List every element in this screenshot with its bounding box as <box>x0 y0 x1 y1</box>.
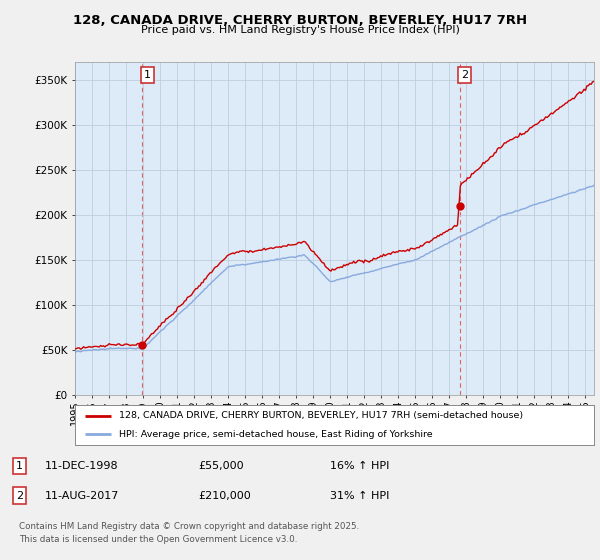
Text: 11-DEC-1998: 11-DEC-1998 <box>45 461 119 471</box>
Text: 128, CANADA DRIVE, CHERRY BURTON, BEVERLEY, HU17 7RH: 128, CANADA DRIVE, CHERRY BURTON, BEVERL… <box>73 14 527 27</box>
Text: HPI: Average price, semi-detached house, East Riding of Yorkshire: HPI: Average price, semi-detached house,… <box>119 430 433 439</box>
Text: 1: 1 <box>16 461 23 471</box>
Text: Price paid vs. HM Land Registry's House Price Index (HPI): Price paid vs. HM Land Registry's House … <box>140 25 460 35</box>
Text: £210,000: £210,000 <box>198 491 251 501</box>
Text: 2: 2 <box>461 70 468 80</box>
Text: 31% ↑ HPI: 31% ↑ HPI <box>330 491 389 501</box>
Text: 11-AUG-2017: 11-AUG-2017 <box>45 491 119 501</box>
Text: 2: 2 <box>16 491 23 501</box>
Text: 1: 1 <box>144 70 151 80</box>
Text: £55,000: £55,000 <box>198 461 244 471</box>
Text: 128, CANADA DRIVE, CHERRY BURTON, BEVERLEY, HU17 7RH (semi-detached house): 128, CANADA DRIVE, CHERRY BURTON, BEVERL… <box>119 411 523 420</box>
Text: Contains HM Land Registry data © Crown copyright and database right 2025.
This d: Contains HM Land Registry data © Crown c… <box>19 522 359 544</box>
Text: 16% ↑ HPI: 16% ↑ HPI <box>330 461 389 471</box>
